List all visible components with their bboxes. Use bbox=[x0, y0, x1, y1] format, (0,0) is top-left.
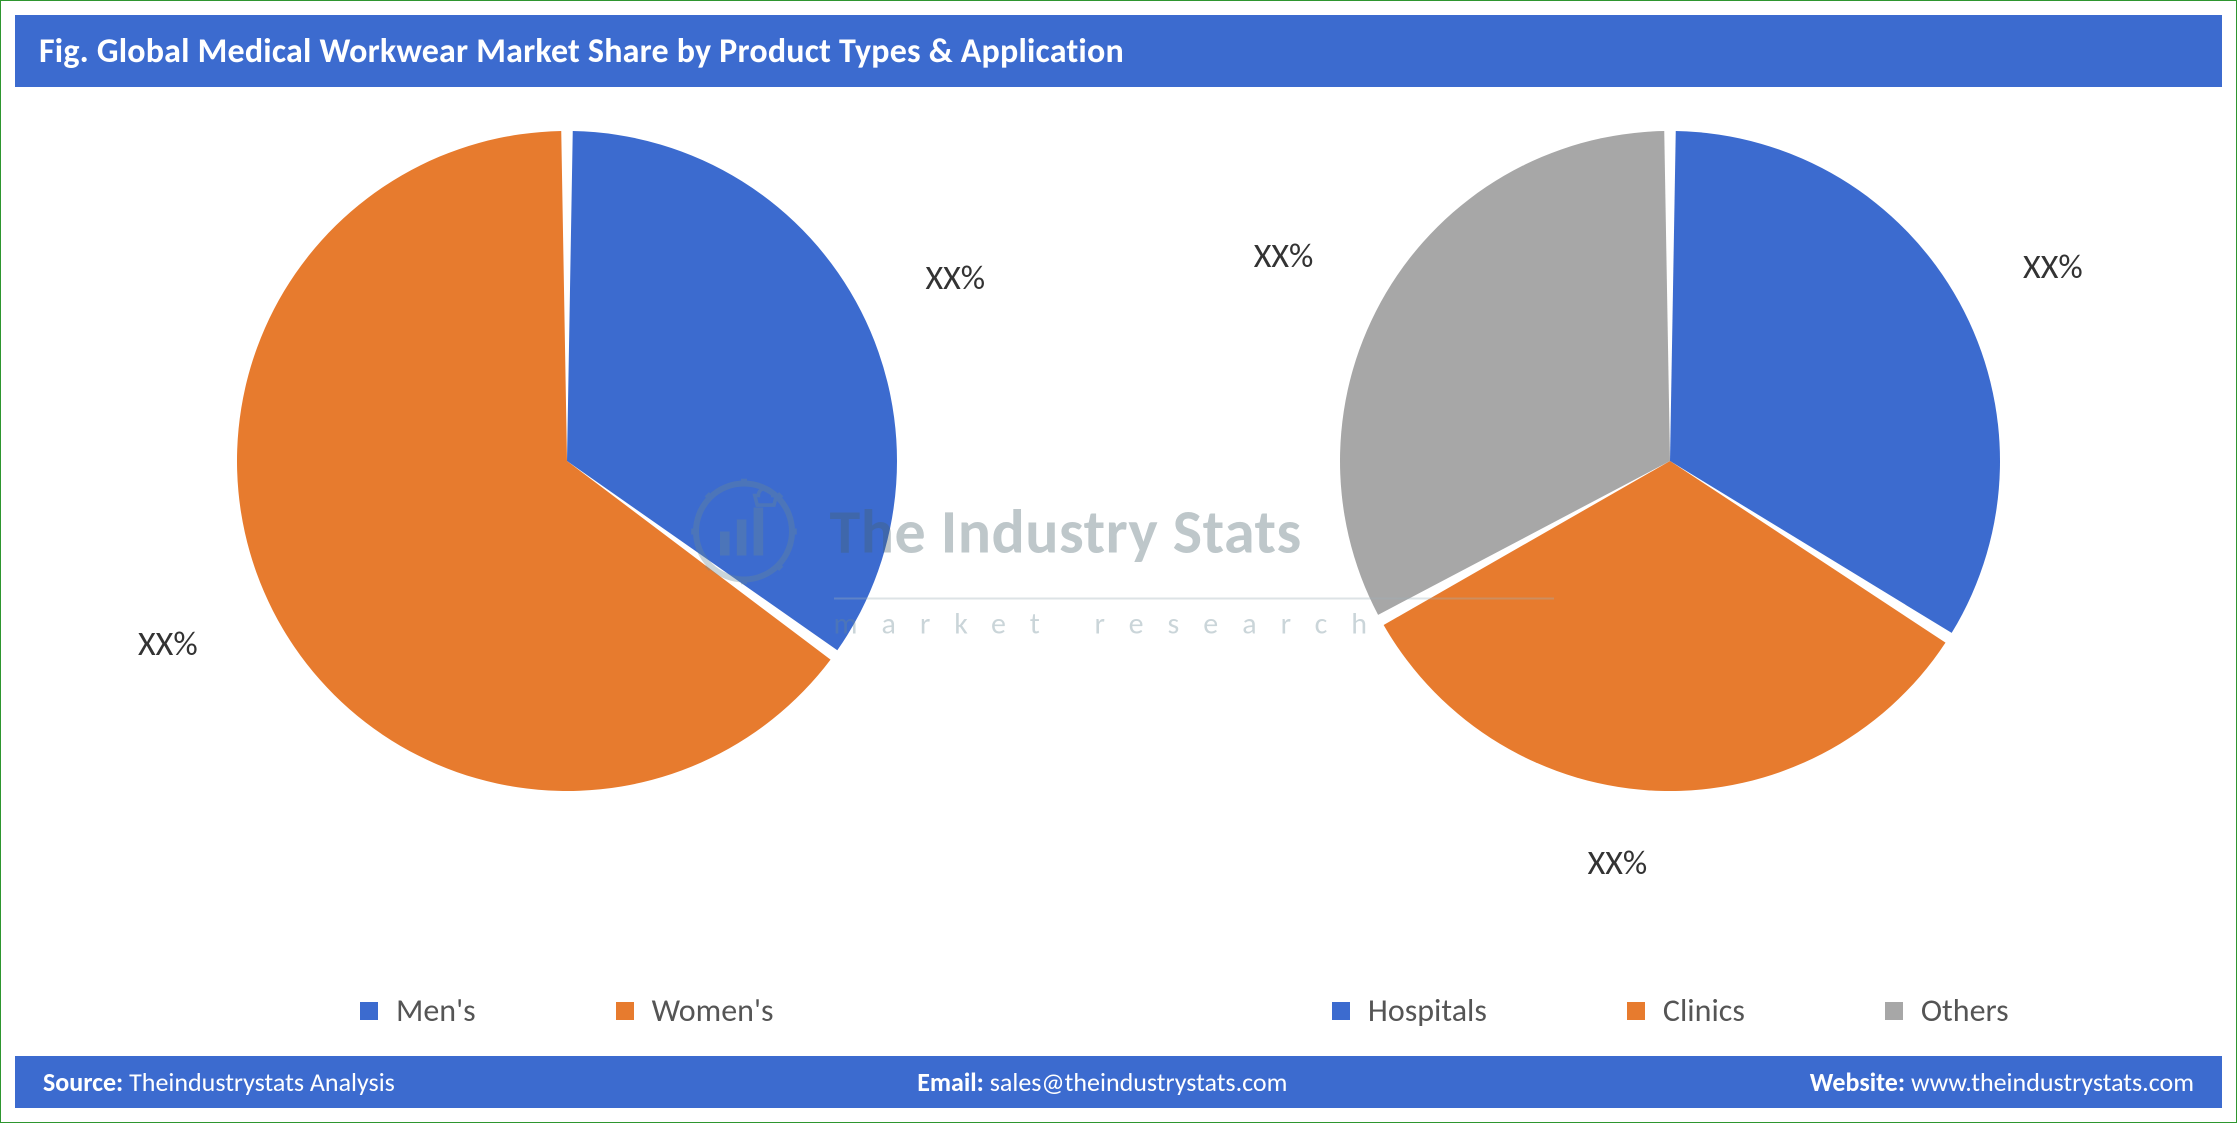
legend-item: Hospitals bbox=[1332, 991, 1487, 1030]
legend-swatch bbox=[1627, 1002, 1645, 1020]
footer-email-label: Email: bbox=[917, 1066, 984, 1098]
pie-chart-product-types: XX% XX% Men's Women's bbox=[15, 101, 1119, 1050]
footer-source-label: Source: bbox=[43, 1066, 123, 1098]
footer-source-value: Theindustrystats Analysis bbox=[129, 1066, 395, 1098]
legend-item: Others bbox=[1885, 991, 2009, 1030]
pie-slice-label: XX% bbox=[1588, 843, 1648, 884]
figure-root: Fig. Global Medical Workwear Market Shar… bbox=[0, 0, 2237, 1123]
pie-slice-label: XX% bbox=[2023, 247, 2083, 288]
legend-item: Women's bbox=[616, 991, 774, 1030]
pie-slice-label: XX% bbox=[1254, 236, 1314, 277]
legend-item: Clinics bbox=[1627, 991, 1745, 1030]
pie-svg bbox=[227, 121, 907, 801]
legend-label: Others bbox=[1921, 991, 2009, 1030]
title-bar: Fig. Global Medical Workwear Market Shar… bbox=[15, 15, 2222, 87]
footer-website-label: Website: bbox=[1810, 1066, 1905, 1098]
legend-label: Men's bbox=[396, 991, 476, 1030]
legend-application: Hospitals Clinics Others bbox=[1119, 991, 2223, 1030]
pie-slice-label: XX% bbox=[138, 624, 198, 665]
footer-source: Source: Theindustrystats Analysis bbox=[43, 1066, 395, 1098]
footer-website: Website: www.theindustrystats.com bbox=[1810, 1066, 2194, 1098]
legend-swatch bbox=[616, 1002, 634, 1020]
pie-slice-label: XX% bbox=[925, 258, 985, 299]
footer-bar: Source: Theindustrystats Analysis Email:… bbox=[15, 1056, 2222, 1108]
legend-label: Clinics bbox=[1663, 991, 1745, 1030]
legend-swatch bbox=[1885, 1002, 1903, 1020]
footer-email-value: sales@theindustrystats.com bbox=[990, 1066, 1288, 1098]
legend-product-types: Men's Women's bbox=[15, 991, 1119, 1030]
chart-area: XX% XX% Men's Women's XX% XX% XX% Hospitals C… bbox=[15, 101, 2222, 1050]
legend-item: Men's bbox=[360, 991, 476, 1030]
legend-swatch bbox=[1332, 1002, 1350, 1020]
legend-label: Hospitals bbox=[1368, 991, 1487, 1030]
footer-email: Email: sales@theindustrystats.com bbox=[917, 1066, 1287, 1098]
legend-swatch bbox=[360, 1002, 378, 1020]
footer-website-value: www.theindustrystats.com bbox=[1911, 1066, 2194, 1098]
pie-chart-application: XX% XX% XX% Hospitals Clinics Others bbox=[1119, 101, 2223, 1050]
legend-label: Women's bbox=[652, 991, 774, 1030]
figure-title: Fig. Global Medical Workwear Market Shar… bbox=[39, 31, 1124, 72]
pie-svg bbox=[1330, 121, 2010, 801]
